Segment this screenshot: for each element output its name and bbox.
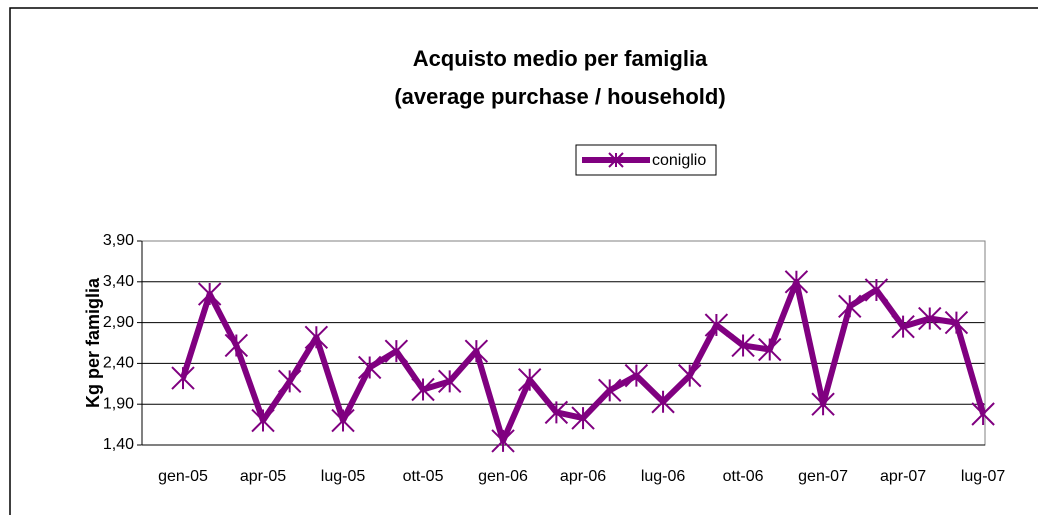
marker	[224, 333, 249, 358]
marker	[758, 337, 782, 362]
y-tick-label: 1,90	[103, 395, 134, 412]
x-tick-label: lug-06	[641, 468, 686, 485]
x-tick-label: apr-06	[560, 468, 606, 485]
x-tick-label: ott-05	[403, 468, 444, 485]
chart-title: (average purchase / household)	[394, 84, 725, 109]
y-tick-label: 3,40	[103, 273, 134, 290]
marker	[357, 355, 382, 380]
legend-label: coniglio	[652, 152, 706, 169]
x-tick-label: gen-05	[158, 468, 208, 485]
chart-frame	[9, 7, 1038, 520]
marker	[491, 429, 515, 453]
legend-marker	[608, 152, 624, 168]
y-tick-label: 1,40	[103, 436, 134, 453]
x-tick-label: apr-07	[880, 468, 926, 485]
marker	[944, 310, 969, 335]
chart-title: Acquisto medio per famiglia	[413, 46, 708, 71]
marker	[811, 392, 835, 416]
marker	[464, 339, 489, 363]
x-tick-label: gen-07	[798, 468, 848, 485]
marker	[651, 390, 675, 414]
x-tick-label: gen-06	[478, 468, 528, 485]
marker	[704, 313, 729, 337]
marker	[838, 294, 862, 318]
marker	[598, 378, 622, 403]
marker	[624, 363, 649, 388]
marker	[571, 406, 595, 430]
x-tick-label: lug-05	[321, 468, 366, 485]
x-tick-label: lug-07	[961, 468, 1006, 485]
marker	[197, 282, 222, 306]
marker	[864, 278, 889, 302]
marker	[891, 314, 915, 339]
marker	[678, 363, 702, 388]
y-tick-label: 2,90	[103, 314, 134, 331]
y-axis-label: Kg per famiglia	[83, 277, 103, 408]
marker	[331, 408, 355, 433]
marker	[171, 366, 195, 390]
marker	[971, 402, 995, 426]
marker	[437, 369, 462, 394]
y-tick-label: 3,90	[103, 232, 134, 249]
marker	[544, 400, 569, 425]
x-tick-label: apr-05	[240, 468, 286, 485]
marker	[304, 325, 329, 349]
marker	[384, 339, 409, 363]
marker	[518, 368, 542, 392]
marker	[731, 333, 755, 358]
marker	[277, 369, 302, 394]
marker	[784, 270, 809, 294]
marker	[411, 377, 435, 402]
marker	[918, 306, 942, 331]
x-tick-label: ott-06	[723, 468, 764, 485]
marker	[251, 408, 275, 433]
y-tick-label: 2,40	[103, 355, 134, 372]
